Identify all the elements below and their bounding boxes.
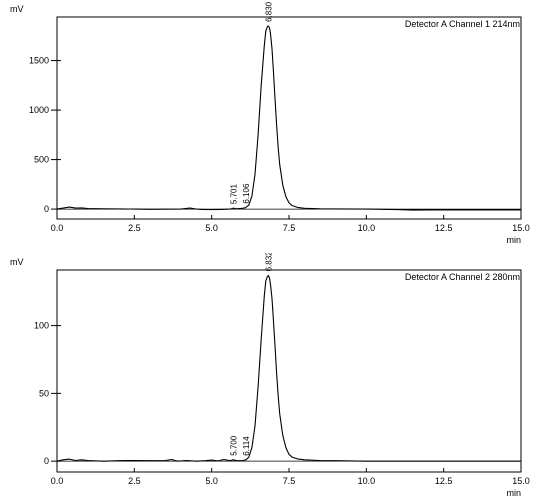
y-tick-label: 50	[39, 388, 49, 398]
peak-retention-time-label: 6.114	[242, 436, 251, 456]
x-tick-label: 10.0	[358, 476, 376, 486]
y-tick-label: 100	[34, 321, 49, 331]
chart-title: Detector A Channel 1 214nm	[405, 19, 520, 29]
x-tick-label: 10.0	[358, 223, 376, 233]
y-tick-label: 1000	[29, 105, 49, 115]
peak-retention-time-label: 6.830	[264, 1, 273, 22]
signal-trace	[56, 25, 521, 211]
peak-retention-time-label: 5.700	[229, 435, 238, 456]
chromatogram-chart-channel-2: mV min Detector A Channel 2 280nm 0.0 2.5 5.0…	[10, 253, 530, 498]
x-tick-label: 2.5	[128, 476, 141, 486]
chart-title: Detector A Channel 2 280nm	[405, 272, 520, 282]
y-axis-label: mV	[10, 4, 24, 14]
x-tick-label: 15.0	[512, 223, 530, 233]
peak-retention-time-label: 6.832	[264, 253, 273, 271]
x-tick-label: 7.5	[283, 476, 296, 486]
y-axis-label: mV	[10, 257, 24, 267]
x-axis-label: min	[506, 235, 521, 245]
y-tick-label: 1500	[29, 56, 49, 66]
chromatogram-chart-channel-1: mV min Detector A Channel 1 214nm 0.0 2.5 5.0…	[10, 1, 530, 245]
x-tick-label: 0.0	[51, 223, 64, 233]
peak-retention-time-label: 6.106	[242, 183, 251, 204]
x-tick-label: 12.5	[435, 223, 453, 233]
x-tick-label: 12.5	[435, 476, 453, 486]
y-tick-label: 500	[34, 155, 49, 165]
y-tick-label: 0	[44, 456, 49, 466]
signal-trace	[56, 274, 521, 462]
x-tick-label: 0.0	[51, 476, 64, 486]
x-tick-label: 2.5	[128, 223, 141, 233]
plot-frame	[56, 269, 522, 473]
x-tick-label: 5.0	[205, 476, 218, 486]
x-tick-label: 15.0	[512, 476, 530, 486]
plot-frame	[56, 16, 522, 220]
y-tick-label: 0	[44, 204, 49, 214]
peak-retention-time-label: 5.701	[229, 184, 238, 205]
x-axis-label: min	[506, 488, 521, 498]
x-tick-label: 7.5	[283, 223, 296, 233]
x-tick-label: 5.0	[205, 223, 218, 233]
